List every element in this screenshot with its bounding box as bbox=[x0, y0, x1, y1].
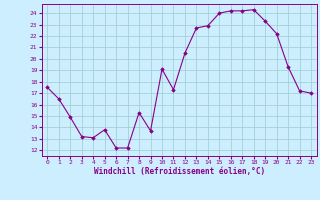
X-axis label: Windchill (Refroidissement éolien,°C): Windchill (Refroidissement éolien,°C) bbox=[94, 167, 265, 176]
